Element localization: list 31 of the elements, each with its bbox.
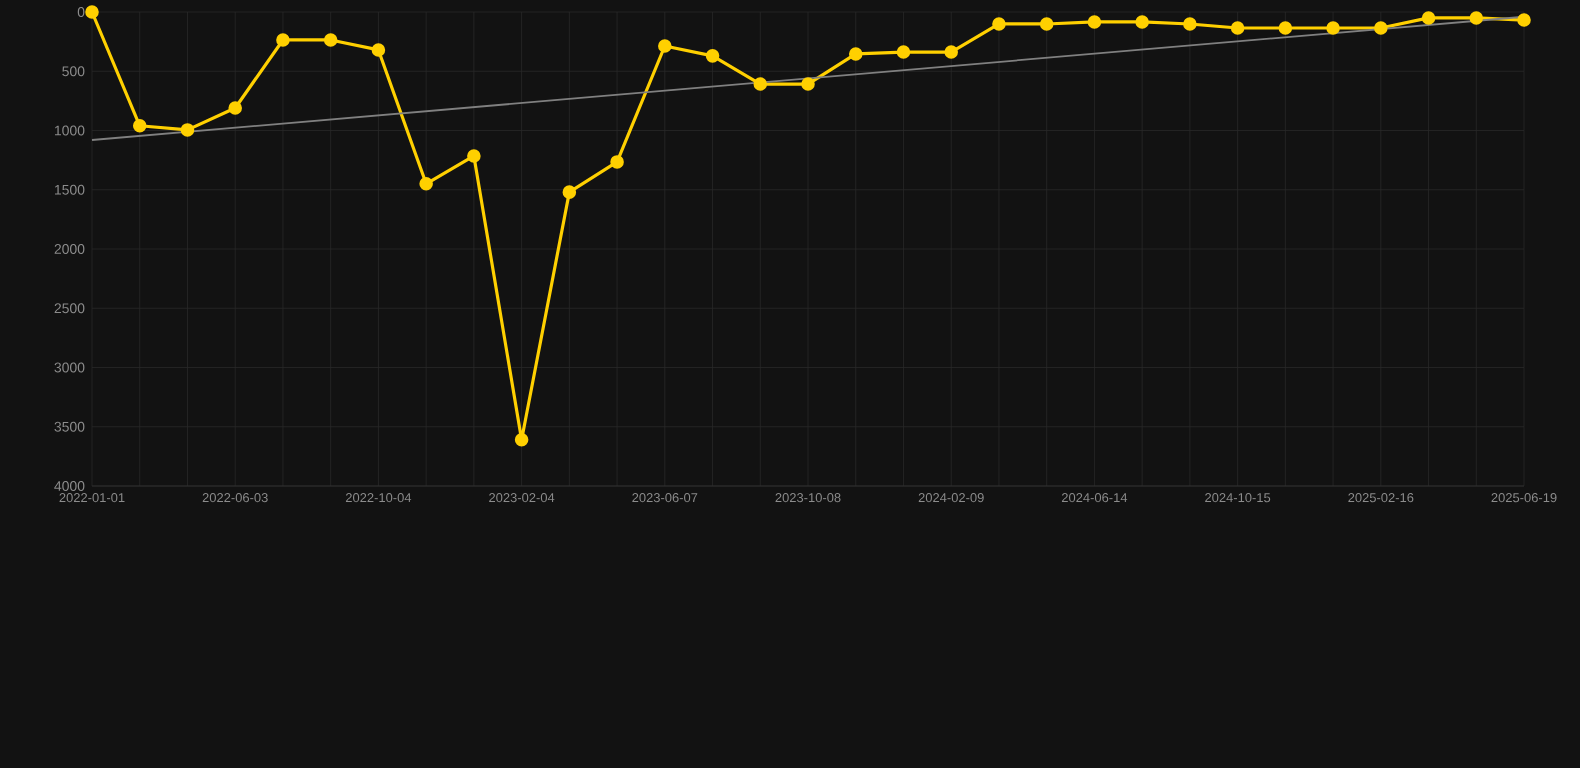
point — [658, 39, 672, 53]
point — [1517, 13, 1531, 27]
point — [371, 43, 386, 57]
point — [132, 118, 147, 133]
point — [610, 155, 624, 169]
point — [1087, 15, 1102, 29]
point — [1374, 21, 1388, 35]
point — [180, 123, 195, 137]
point — [992, 17, 1006, 31]
point — [562, 185, 577, 199]
point — [848, 47, 863, 61]
point — [419, 177, 433, 191]
point — [323, 33, 338, 47]
point — [1278, 21, 1293, 35]
point — [1183, 17, 1197, 31]
point — [467, 149, 481, 163]
point — [1326, 21, 1340, 35]
point — [801, 77, 815, 91]
point — [705, 49, 720, 63]
point — [1135, 15, 1149, 29]
point — [85, 5, 99, 19]
point — [1421, 11, 1436, 25]
point — [228, 101, 242, 115]
point — [1469, 11, 1484, 25]
point — [276, 33, 290, 47]
point — [944, 45, 958, 59]
point — [514, 433, 529, 447]
point — [753, 77, 768, 91]
point — [1039, 17, 1054, 31]
point — [896, 45, 911, 59]
point — [1230, 21, 1245, 35]
